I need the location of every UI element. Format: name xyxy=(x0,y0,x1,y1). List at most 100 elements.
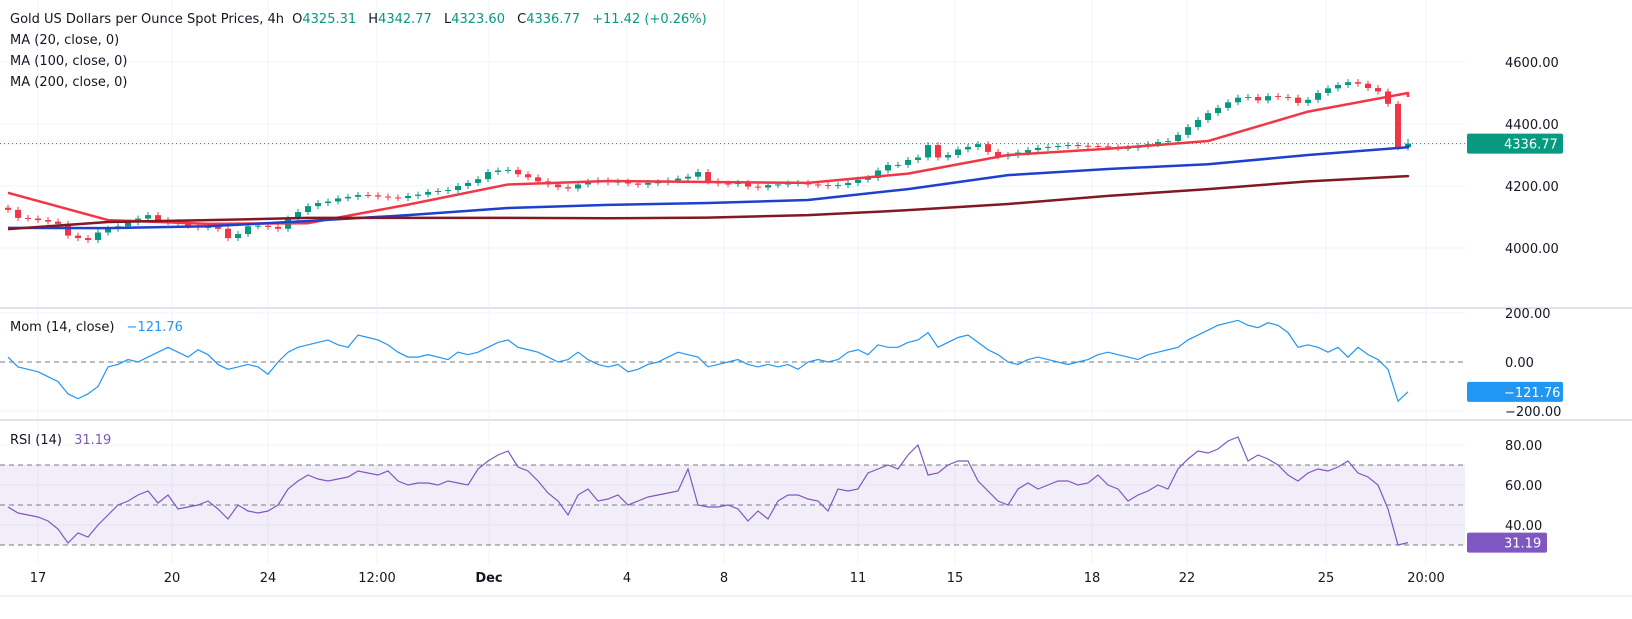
candle-body xyxy=(455,186,461,191)
candle-body xyxy=(305,206,311,213)
candle-body xyxy=(945,155,951,158)
candle-body xyxy=(905,159,911,165)
candle xyxy=(895,161,901,168)
ma20-legend[interactable]: MA (20, close, 0) xyxy=(10,33,120,48)
candle xyxy=(245,223,251,238)
candle xyxy=(1275,93,1281,101)
candle-body xyxy=(375,195,381,197)
candle-body xyxy=(1045,146,1051,148)
candle xyxy=(1215,104,1221,117)
time-axis-label: 24 xyxy=(260,571,277,586)
time-axis-label: 25 xyxy=(1318,571,1335,586)
candle xyxy=(905,156,911,168)
time-axis-label: 8 xyxy=(720,571,728,586)
candle-body xyxy=(895,164,901,166)
candle-body xyxy=(515,169,521,175)
candle-body xyxy=(755,186,761,188)
candle xyxy=(425,188,431,198)
candle-body xyxy=(325,201,331,204)
candle xyxy=(1355,79,1361,87)
candle-body xyxy=(1265,96,1271,101)
candle xyxy=(585,178,591,188)
candle xyxy=(445,187,451,194)
time-axis-label: 12:00 xyxy=(358,571,395,586)
ma100-legend[interactable]: MA (100, close, 0) xyxy=(10,54,128,69)
candle xyxy=(415,191,421,199)
candle xyxy=(1375,85,1381,95)
candle xyxy=(1225,99,1231,111)
candle xyxy=(1395,100,1401,151)
ma200-legend[interactable]: MA (200, close, 0) xyxy=(10,75,128,90)
time-axis-label: 22 xyxy=(1179,571,1196,586)
candle-body xyxy=(85,238,91,240)
candle xyxy=(85,235,91,243)
mom-legend[interactable]: Mom (14, close) −121.76 xyxy=(10,317,187,338)
candle-body xyxy=(865,177,871,180)
time-axis-label: 18 xyxy=(1084,571,1101,586)
candle-body xyxy=(385,196,391,198)
main-legend: Gold US Dollars per Ounce Spot Prices, 4… xyxy=(10,9,711,93)
mom-title: Mom (14, close) xyxy=(10,320,115,335)
last-price-badge-bg xyxy=(1467,133,1563,154)
candle-body xyxy=(395,197,401,199)
candle xyxy=(875,167,881,181)
candle xyxy=(495,167,501,176)
candle xyxy=(1235,94,1241,106)
candle xyxy=(325,198,331,207)
candle xyxy=(485,169,491,183)
candle-body xyxy=(675,178,681,181)
time-axis-label: 20:00 xyxy=(1407,571,1444,586)
candle-body xyxy=(965,146,971,150)
candle xyxy=(1325,85,1331,96)
candle xyxy=(565,184,571,192)
mom-value-badge-text: −121.76 xyxy=(1504,386,1560,401)
candle xyxy=(385,193,391,201)
candle-body xyxy=(295,212,301,219)
candle xyxy=(915,154,921,163)
candle xyxy=(45,217,51,225)
candle-body xyxy=(145,215,151,219)
price-axis-label: 4600.00 xyxy=(1505,56,1559,71)
candle-body xyxy=(585,181,591,185)
candle-body xyxy=(155,215,161,221)
candle-body xyxy=(875,170,881,178)
time-axis-label: 4 xyxy=(623,571,631,586)
candle xyxy=(685,173,691,182)
candle xyxy=(1305,96,1311,106)
change-value: +11.42 (+0.26%) xyxy=(592,12,707,27)
candle-body xyxy=(1065,145,1071,147)
candle-body xyxy=(855,179,861,183)
candle xyxy=(835,182,841,189)
candle-body xyxy=(1165,141,1171,143)
candle-body xyxy=(565,187,571,189)
candle-body xyxy=(775,184,781,186)
candle xyxy=(945,152,951,161)
candle-body xyxy=(245,226,251,235)
ma100-line xyxy=(7,145,1410,230)
high-label: H xyxy=(368,12,379,27)
candle xyxy=(25,214,31,222)
candle-body xyxy=(405,195,411,199)
candle-body xyxy=(1095,146,1101,148)
candle xyxy=(225,225,231,242)
candle xyxy=(1295,94,1301,106)
candle-body xyxy=(505,169,511,171)
close-value: 4336.77 xyxy=(526,12,580,27)
candle-body xyxy=(415,194,421,196)
candle xyxy=(515,166,521,178)
candle-body xyxy=(1375,88,1381,92)
candle-body xyxy=(825,185,831,187)
candle-body xyxy=(105,228,111,233)
candle-body xyxy=(1345,82,1351,85)
candle-body xyxy=(255,225,261,227)
time-axis-label: 11 xyxy=(850,571,867,586)
symbol-title: Gold US Dollars per Ounce Spot Prices, 4… xyxy=(10,12,284,27)
rsi-legend[interactable]: RSI (14) 31.19 xyxy=(10,430,115,451)
candle-body xyxy=(735,182,741,185)
candle-body xyxy=(1275,96,1281,98)
candle-body xyxy=(1355,82,1361,84)
candle xyxy=(505,166,511,174)
mom-axis-label: −200.00 xyxy=(1505,405,1561,420)
rsi-value-badge: 31.19 xyxy=(1467,532,1547,553)
